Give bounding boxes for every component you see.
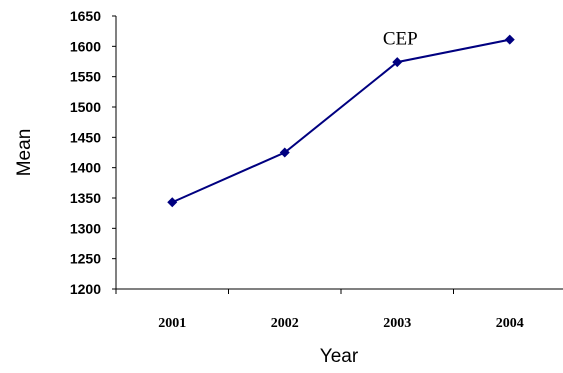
y-tick-label: 1200 [70, 281, 101, 297]
y-tick-label: 1650 [70, 8, 101, 24]
x-tick-label: 2003 [383, 316, 411, 331]
y-tick-label: 1250 [70, 251, 101, 267]
series-line [171, 38, 510, 204]
x-axis-title: Year [320, 346, 359, 367]
annotation-label: CEP [383, 28, 418, 49]
data-point-marker [167, 197, 178, 208]
data-point-marker [504, 34, 515, 45]
x-ticks: 2001 2002 2003 2004 [115, 289, 524, 331]
y-tick-label: 1600 [70, 38, 101, 54]
annotations: CEP [383, 28, 418, 49]
axes [115, 16, 563, 290]
y-tick-label: 1300 [70, 220, 101, 236]
x-tick-label: 2002 [271, 316, 299, 331]
y-tick-label: 1450 [70, 129, 101, 145]
y-tick-label: 1500 [70, 99, 101, 115]
y-axis-title: Mean [14, 129, 35, 177]
data-point-marker [279, 147, 290, 158]
x-tick-label: 2004 [496, 316, 524, 331]
y-tick-label: 1400 [70, 160, 101, 176]
x-tick-label: 2001 [158, 316, 186, 331]
data-point-marker [392, 57, 403, 68]
y-ticks: 1200 1250 1300 1350 1400 1450 1500 1550 1600 1650 [70, 8, 116, 297]
y-tick-label: 1550 [70, 69, 101, 85]
y-tick-label: 1350 [70, 190, 101, 206]
series-layer [167, 34, 515, 208]
